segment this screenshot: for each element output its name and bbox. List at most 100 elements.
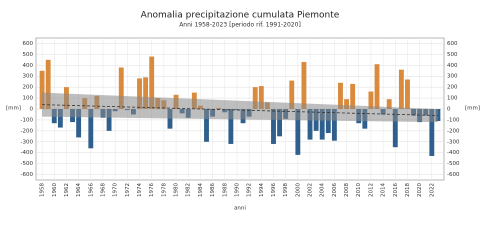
x-tick-label: 2006 — [332, 183, 338, 197]
bar — [76, 109, 82, 138]
x-tick-label: 2000 — [295, 183, 301, 197]
x-tick-label: 1960 — [52, 183, 58, 197]
bar — [319, 109, 325, 140]
x-tick-label: 1972 — [125, 183, 131, 197]
bar — [252, 87, 258, 109]
y2-tick-label: -500 — [447, 161, 460, 167]
trend-band — [42, 92, 438, 123]
chart-subtitle: Anni 1958-2023 [periodo rif. 1991-2020] — [179, 22, 301, 29]
bar — [39, 70, 45, 109]
x-tick-label: 2018 — [405, 183, 411, 197]
bar — [374, 64, 380, 109]
bar — [277, 109, 283, 137]
bar — [118, 67, 124, 109]
y2-tick-label: -400 — [447, 150, 460, 156]
bar — [271, 109, 276, 144]
y-tick-label: 400 — [23, 63, 34, 69]
y-tick-label: 600 — [23, 41, 34, 47]
y2-tick-label: -200 — [447, 128, 460, 134]
y-tick-label: -200 — [21, 128, 34, 134]
y-axis-label: [mm] — [6, 106, 21, 112]
x-tick-label: 1986 — [210, 183, 216, 197]
x-tick-label: 1982 — [186, 183, 192, 197]
x-tick-label: 1988 — [222, 183, 228, 197]
bar — [429, 109, 435, 156]
trend-line — [42, 104, 438, 116]
y2-tick-label: -300 — [447, 139, 460, 145]
y2-tick-label: -100 — [447, 117, 460, 123]
bar — [228, 109, 234, 144]
bar — [88, 109, 94, 149]
bar — [149, 56, 155, 109]
bar — [338, 82, 343, 109]
x-tick-label: 1996 — [271, 183, 277, 197]
bar — [307, 109, 313, 140]
x-tick-label: 1980 — [174, 183, 180, 197]
x-tick-label: 2020 — [417, 183, 423, 197]
chart: Anomalia precipitazione cumulata Piemont… — [6, 11, 480, 212]
bar — [204, 109, 209, 142]
x-tick-label: 1994 — [259, 183, 265, 197]
y2-axis-label: [mm] — [465, 106, 480, 112]
x-tick-label: 1978 — [161, 183, 167, 197]
y-tick-label: -500 — [21, 161, 34, 167]
x-tick-label: 2008 — [344, 183, 350, 197]
chart-title: Anomalia precipitazione cumulata Piemont… — [141, 11, 340, 21]
bar — [167, 109, 173, 129]
x-tick-label: 1962 — [64, 183, 70, 197]
bar — [331, 109, 337, 141]
bar — [386, 99, 392, 109]
bar — [344, 99, 350, 109]
bar — [350, 83, 356, 109]
bar — [325, 109, 331, 134]
y2-tick-label: 500 — [447, 52, 458, 58]
y2-tick-label: 100 — [447, 96, 458, 102]
y2-tick-label: 200 — [447, 85, 458, 91]
y-tick-label: 300 — [23, 74, 34, 80]
x-tick-label: 1970 — [113, 183, 119, 197]
x-tick-label: 1984 — [198, 183, 204, 197]
y2-tick-label: 400 — [447, 63, 458, 69]
x-tick-label: 2002 — [308, 183, 314, 197]
y-tick-label: -400 — [21, 150, 34, 156]
bar — [57, 109, 63, 128]
bar — [258, 86, 264, 109]
y2-tick-label: 600 — [447, 41, 458, 47]
x-tick-label: 1992 — [247, 183, 253, 197]
bar — [137, 78, 142, 109]
bar — [392, 109, 398, 148]
y-tick-label: -300 — [21, 139, 34, 145]
x-tick-label: 1958 — [40, 183, 46, 197]
y2-tick-label: -600 — [447, 172, 460, 178]
x-tick-label: 1976 — [149, 183, 155, 197]
bar — [106, 109, 112, 131]
y-tick-label: 200 — [23, 85, 34, 91]
x-tick-label: 1968 — [100, 183, 106, 197]
x-tick-label: 1974 — [137, 183, 143, 197]
x-tick-label: 2004 — [320, 183, 326, 197]
bar — [295, 109, 301, 155]
bar — [143, 77, 149, 109]
x-tick-label: 2010 — [356, 183, 362, 197]
x-tick-label: 2014 — [381, 183, 387, 197]
x-tick-label: 1990 — [234, 183, 240, 197]
bar — [398, 69, 404, 109]
bar — [405, 79, 410, 109]
x-tick-label: 1966 — [88, 183, 94, 197]
x-tick-label: 1964 — [76, 183, 82, 197]
x-axis-label: anni — [234, 206, 246, 212]
y-tick-label: 500 — [23, 52, 34, 58]
y-tick-label: -100 — [21, 117, 34, 123]
y-tick-label: 100 — [23, 96, 34, 102]
bar — [289, 80, 295, 109]
x-tick-label: 2022 — [429, 183, 435, 197]
y-tick-label: 0 — [30, 107, 34, 113]
y2-tick-label: 300 — [447, 74, 458, 80]
x-tick-label: 2016 — [393, 183, 399, 197]
y-tick-label: -600 — [21, 172, 34, 178]
x-tick-label: 2012 — [368, 183, 374, 197]
x-tick-label: 1998 — [283, 183, 289, 197]
y2-tick-label: 0 — [447, 107, 451, 113]
bar — [301, 62, 307, 109]
bar — [368, 91, 374, 109]
